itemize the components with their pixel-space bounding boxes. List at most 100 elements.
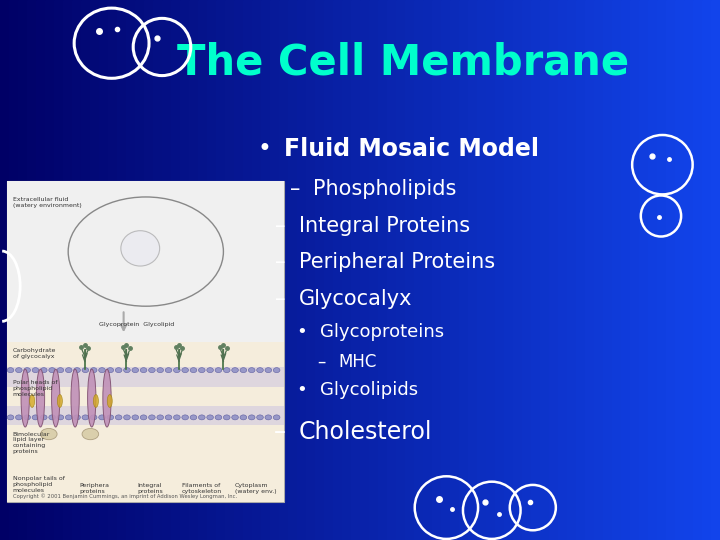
Bar (405, 0, 414, 540)
Circle shape (57, 415, 64, 420)
Bar (7, 181, 284, 351)
Circle shape (165, 368, 172, 373)
Circle shape (174, 415, 180, 420)
Bar (675, 0, 684, 540)
Bar (9, 0, 18, 540)
Bar (18, 0, 27, 540)
Bar (0, 0, 9, 540)
Text: Integral
proteins: Integral proteins (138, 483, 163, 494)
Circle shape (66, 415, 72, 420)
Bar (297, 0, 306, 540)
Text: –: – (276, 215, 286, 236)
Bar (441, 0, 450, 540)
Bar (171, 0, 180, 540)
Circle shape (257, 415, 264, 420)
Circle shape (132, 368, 138, 373)
Circle shape (82, 415, 89, 420)
Bar (414, 0, 423, 540)
Circle shape (265, 415, 271, 420)
Bar (144, 0, 153, 540)
Text: –: – (290, 179, 300, 199)
Ellipse shape (52, 369, 60, 427)
Circle shape (32, 368, 39, 373)
Circle shape (207, 415, 213, 420)
Circle shape (115, 415, 122, 420)
Bar (378, 0, 387, 540)
Text: Cholesterol: Cholesterol (299, 420, 432, 444)
Ellipse shape (58, 395, 63, 407)
Text: Integral Proteins: Integral Proteins (299, 215, 470, 236)
Circle shape (49, 415, 55, 420)
Bar (99, 0, 108, 540)
Bar (495, 0, 504, 540)
Bar (198, 0, 207, 540)
Bar (513, 0, 522, 540)
Bar (567, 0, 576, 540)
Text: The Cell Membrane: The Cell Membrane (177, 41, 629, 83)
Bar (234, 0, 243, 540)
Circle shape (73, 368, 81, 373)
Bar (432, 0, 441, 540)
Bar (585, 0, 594, 540)
Ellipse shape (40, 428, 57, 440)
Circle shape (115, 368, 122, 373)
Circle shape (157, 415, 163, 420)
Circle shape (90, 415, 97, 420)
Bar (594, 0, 603, 540)
Text: –: – (274, 420, 286, 444)
Circle shape (174, 368, 180, 373)
Ellipse shape (103, 369, 111, 427)
Circle shape (140, 415, 147, 420)
Circle shape (7, 368, 14, 373)
Ellipse shape (71, 369, 79, 427)
Ellipse shape (88, 369, 96, 427)
Bar (90, 0, 99, 540)
Text: Bimolecular
lipid layer
containing
proteins: Bimolecular lipid layer containing prote… (13, 431, 50, 454)
Ellipse shape (121, 231, 160, 266)
Bar (207, 0, 216, 540)
Circle shape (165, 415, 172, 420)
Circle shape (182, 368, 189, 373)
Circle shape (107, 368, 114, 373)
Bar (531, 0, 540, 540)
Bar (396, 0, 405, 540)
Text: Filaments of
cytoskeleton: Filaments of cytoskeleton (182, 483, 222, 494)
Bar (81, 0, 90, 540)
Text: •: • (258, 137, 271, 160)
Circle shape (199, 368, 205, 373)
Bar (684, 0, 693, 540)
Bar (612, 0, 621, 540)
Text: Fluid Mosaic Model: Fluid Mosaic Model (284, 137, 539, 160)
Circle shape (24, 368, 30, 373)
Circle shape (232, 368, 238, 373)
Circle shape (190, 415, 197, 420)
Bar (27, 0, 36, 540)
Bar (630, 0, 639, 540)
Bar (45, 0, 54, 540)
Circle shape (215, 368, 222, 373)
Circle shape (40, 415, 47, 420)
Circle shape (240, 368, 247, 373)
Ellipse shape (30, 395, 35, 407)
Circle shape (49, 368, 55, 373)
Circle shape (24, 415, 30, 420)
Circle shape (148, 415, 156, 420)
Text: Phospholipids: Phospholipids (313, 179, 456, 199)
Bar (351, 0, 360, 540)
Bar (243, 0, 252, 540)
Circle shape (248, 415, 255, 420)
Text: •: • (297, 381, 307, 399)
Bar (225, 0, 234, 540)
Bar (387, 0, 396, 540)
Circle shape (199, 415, 205, 420)
Bar (693, 0, 702, 540)
Circle shape (82, 368, 89, 373)
Bar (270, 0, 279, 540)
Bar (666, 0, 675, 540)
Bar (108, 0, 117, 540)
Ellipse shape (82, 428, 99, 440)
Circle shape (148, 368, 156, 373)
Bar (450, 0, 459, 540)
Circle shape (140, 368, 147, 373)
Bar (216, 0, 225, 540)
